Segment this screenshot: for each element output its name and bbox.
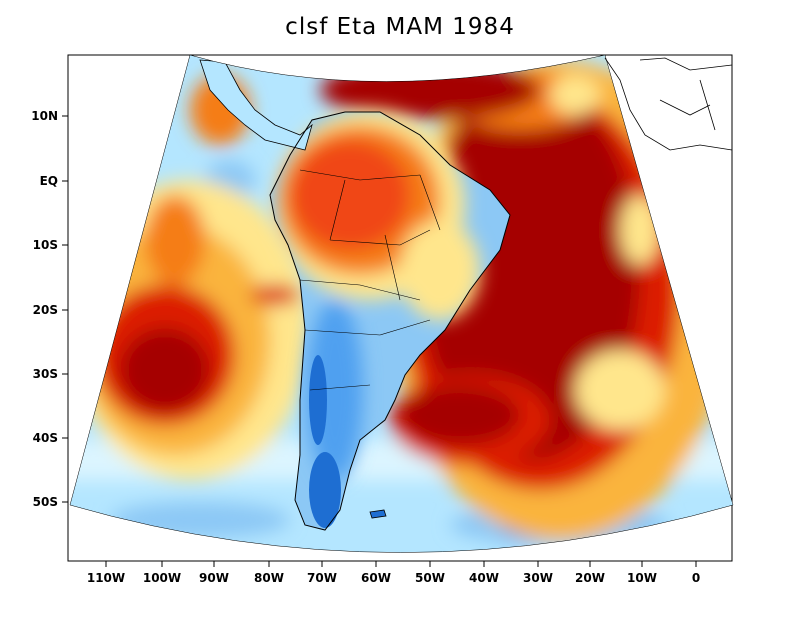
- x-tick-label: 0: [692, 571, 700, 585]
- y-tick-label: 10N: [31, 109, 58, 123]
- amazon-red-orange: [290, 140, 410, 250]
- y-axis: 10N EQ 10S 20S 30S 40S 50S: [31, 109, 68, 509]
- x-tick-label: 40W: [469, 571, 499, 585]
- x-tick-label: 50W: [415, 571, 445, 585]
- pacific-north-orange: [145, 195, 205, 285]
- south-atlantic-dark-core: [400, 385, 520, 445]
- brazil-pale: [400, 220, 480, 320]
- y-tick-label: EQ: [40, 174, 58, 188]
- country-borders: [299, 169, 441, 391]
- north-atlantic-pale: [550, 75, 600, 115]
- x-tick-label: 30W: [523, 571, 553, 585]
- x-tick-label: 110W: [87, 571, 125, 585]
- south-america-coastline: [269, 111, 511, 531]
- patagonia-dark-blue: [309, 452, 341, 528]
- central-america-land: [199, 59, 313, 151]
- x-tick-label: 60W: [361, 571, 391, 585]
- x-tick-label: 70W: [307, 571, 337, 585]
- chile-dark-blue: [309, 355, 327, 445]
- falklands: [369, 509, 387, 519]
- africa-coastline: [604, 57, 733, 151]
- pacific-dark-red-core: [120, 328, 210, 412]
- x-tick-label: 20W: [575, 571, 605, 585]
- y-tick-label: 20S: [33, 303, 58, 317]
- southeast-atlantic-pale: [575, 350, 665, 430]
- y-tick-label: 40S: [33, 431, 58, 445]
- field-layer: [70, 55, 733, 553]
- y-tick-label: 50S: [33, 495, 58, 509]
- x-tick-label: 80W: [254, 571, 284, 585]
- x-axis: 110W 100W 90W 80W 70W 60W 50W 40W 30W 20W 10W 0: [87, 561, 700, 585]
- x-tick-label: 100W: [143, 571, 181, 585]
- domain-outline: [69, 54, 734, 553]
- x-tick-label: 90W: [199, 571, 229, 585]
- x-tick-label: 10W: [627, 571, 657, 585]
- y-tick-label: 30S: [33, 367, 58, 381]
- map-title: clsf Eta MAM 1984: [285, 14, 515, 40]
- y-tick-label: 10S: [33, 238, 58, 252]
- pacific-red-streak: [250, 285, 300, 305]
